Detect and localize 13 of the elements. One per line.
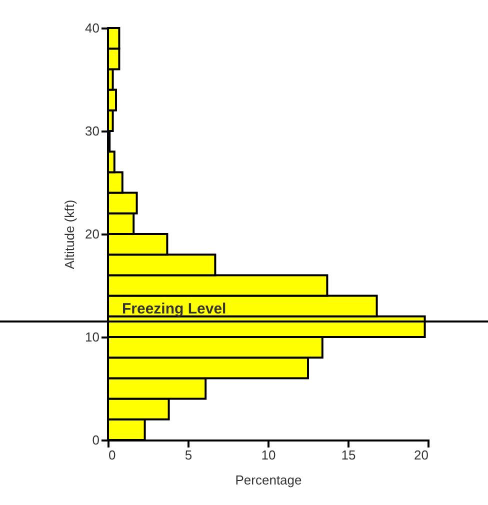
ref-line-label: Freezing Level	[122, 300, 226, 318]
x-tick-label: 0	[108, 448, 116, 462]
y-tick-label: 40	[85, 20, 100, 36]
x-tick-label: 15	[341, 448, 356, 462]
y-tick-label: 30	[85, 124, 100, 138]
x-tick-label: 5	[184, 448, 192, 462]
y-tick-label: 20	[85, 226, 100, 242]
y-tick-label: 10	[85, 330, 100, 344]
y-tick-label: 0	[92, 432, 100, 448]
x-tick-label: 20	[414, 448, 428, 462]
y-axis-title: Altitude (kft)	[62, 200, 78, 270]
x-tick-label: 10	[261, 448, 276, 462]
x-axis-title: Percentage	[235, 472, 302, 488]
